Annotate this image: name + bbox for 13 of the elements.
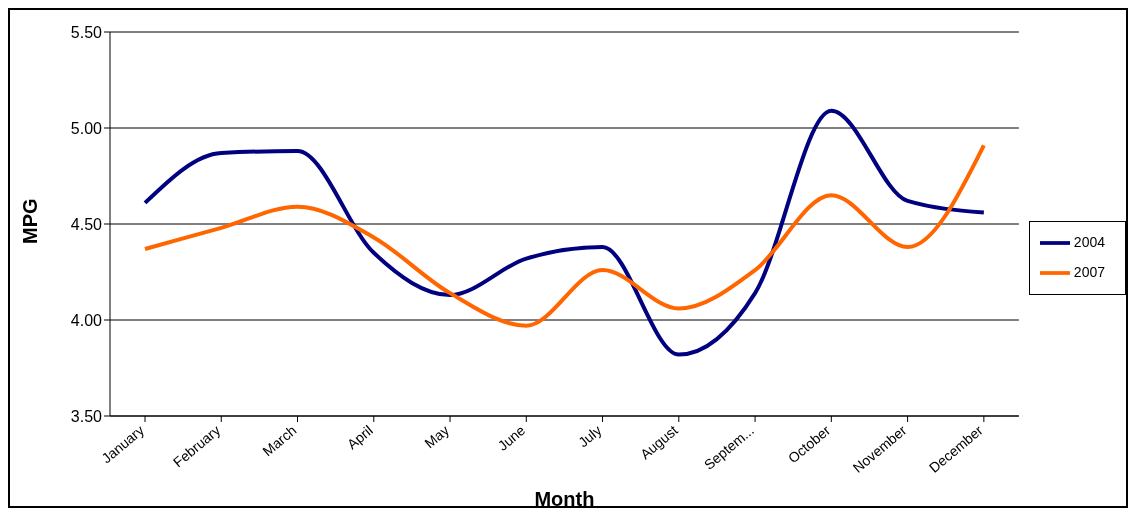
line-series <box>143 143 986 328</box>
y-tick-label: 5.00 <box>70 119 103 137</box>
y-axis-title: MPG <box>19 198 42 244</box>
y-tick-label: 5.50 <box>70 23 103 41</box>
y-tick-label: 4.00 <box>70 311 103 329</box>
x-axis-title: Month <box>534 488 595 510</box>
line-series <box>143 108 986 357</box>
x-tick-label: July <box>575 422 605 451</box>
y-tick-label: 4.50 <box>70 215 103 233</box>
y-tick-label: 3.50 <box>70 407 103 425</box>
x-tick-label: May <box>421 422 452 452</box>
legend-label: 2007 <box>1073 263 1105 280</box>
legend-label: 2004 <box>1073 233 1105 250</box>
